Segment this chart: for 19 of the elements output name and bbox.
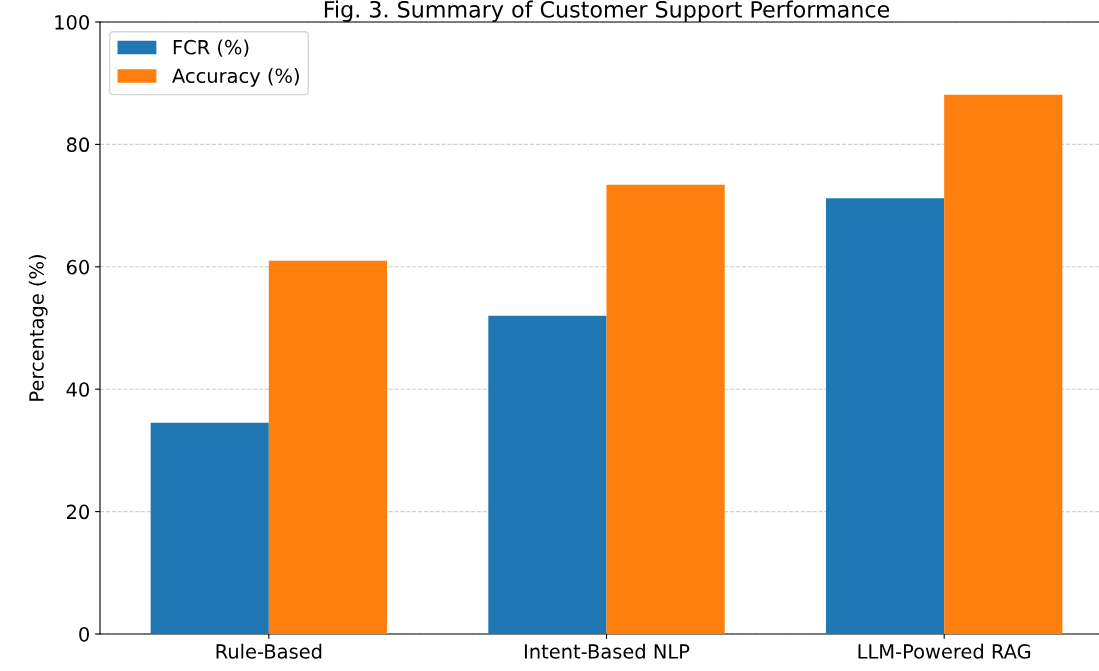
- x-tick-label: Intent-Based NLP: [524, 643, 690, 659]
- y-tick-label: 20: [66, 504, 89, 520]
- bar: [268, 260, 388, 634]
- bar: [488, 315, 607, 634]
- x-tick-label: LLM-Powered RAG: [858, 643, 1031, 659]
- bar: [944, 94, 1063, 634]
- legend-label: Accuracy (%): [172, 68, 299, 87]
- bar: [150, 422, 269, 634]
- y-tick-label: 80: [66, 137, 89, 153]
- chart-title: Fig. 3. Summary of Customer Support Performance: [324, 0, 890, 22]
- bar: [606, 184, 725, 634]
- y-tick-label: 100: [55, 14, 89, 30]
- bar: [825, 198, 945, 634]
- y-tick-label: 0: [79, 626, 89, 642]
- y-axis-title: Percentage (%): [28, 255, 48, 401]
- y-tick-label: 40: [66, 382, 89, 397]
- y-tick-label: 60: [66, 259, 89, 275]
- legend-label: FCR (%): [173, 39, 249, 57]
- x-tick-label: Rule-Based: [216, 643, 322, 659]
